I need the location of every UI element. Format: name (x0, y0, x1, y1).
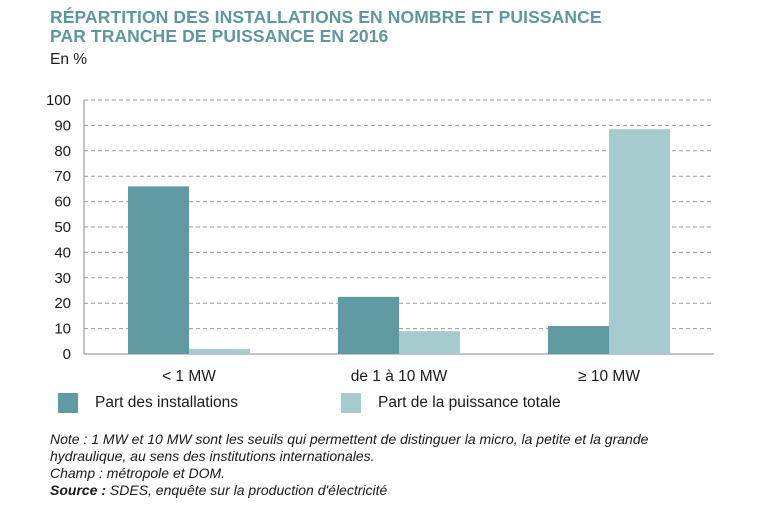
legend-item-puissance: Part de la puissance totale (341, 393, 561, 413)
legend-label-installations: Part des installations (95, 394, 239, 411)
note-line-1: Note : 1 MW et 10 MW sont les seuils qui… (50, 431, 649, 447)
legend-label-puissance: Part de la puissance totale (378, 394, 561, 411)
x-category-label: < 1 MW (162, 368, 216, 385)
y-tick-label: 100 (46, 92, 71, 109)
bars (128, 129, 670, 354)
note-line-2: hydraulique, au sens des institutions in… (50, 448, 375, 464)
bar-puissance-2 (609, 129, 670, 354)
chart-notes: Note : 1 MW et 10 MW sont les seuils qui… (50, 431, 780, 499)
y-tick-label: 60 (54, 194, 71, 211)
y-tick-label: 80 (54, 143, 71, 160)
y-axis-unit-label: En % (50, 51, 88, 68)
source-line: Source : SDES, enquête sur la production… (50, 482, 780, 499)
bar-installations-1 (338, 296, 399, 354)
y-tick-label: 30 (54, 270, 71, 287)
x-axis-labels: < 1 MW de 1 à 10 MW ≥ 10 MW (162, 368, 640, 385)
chart-title-line1: RÉPARTITION DES INSTALLATIONS EN NOMBRE … (50, 7, 602, 27)
y-tick-label: 50 (54, 219, 71, 236)
x-category-label: ≥ 10 MW (578, 368, 640, 385)
bar-installations-2 (548, 326, 609, 354)
bar-puissance-1 (399, 331, 460, 354)
bar-puissance-0 (189, 348, 250, 354)
legend-swatch-installations (58, 393, 78, 413)
y-tick-label: 40 (54, 244, 71, 261)
chart-title: RÉPARTITION DES INSTALLATIONS EN NOMBRE … (50, 8, 602, 46)
bar-installations-0 (128, 186, 189, 354)
x-category-label: de 1 à 10 MW (351, 368, 448, 385)
source-label: Source : (50, 482, 107, 498)
y-tick-label: 90 (54, 117, 71, 134)
chart-title-line2: PAR TRANCHE DE PUISSANCE EN 2016 (50, 26, 389, 46)
legend-item-installations: Part des installations (58, 393, 238, 413)
legend-swatch-puissance (341, 393, 361, 413)
y-tick-label: 10 (54, 321, 71, 338)
y-tick-label: 20 (54, 295, 71, 312)
source-text: SDES, enquête sur la production d'électr… (106, 482, 388, 498)
champ-line: Champ : métropole et DOM. (50, 465, 226, 481)
y-tick-label: 70 (54, 168, 71, 185)
legend: Part des installations Part de la puissa… (0, 393, 784, 419)
y-tick-label: 0 (63, 346, 71, 363)
y-axis-ticks: 0 10 20 30 40 50 60 70 80 90 100 (46, 92, 71, 363)
bar-chart: 0 10 20 30 40 50 60 70 80 90 100 < 1 MW de 1 à 10 M… (46, 92, 714, 385)
